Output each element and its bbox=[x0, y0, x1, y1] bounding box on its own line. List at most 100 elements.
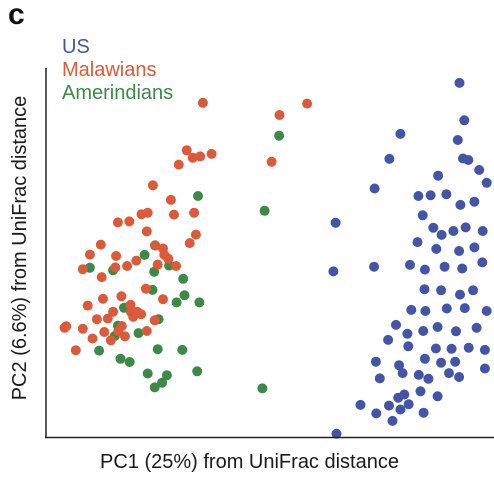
point-malawians-58 bbox=[128, 311, 139, 322]
point-malawians-3 bbox=[181, 145, 192, 156]
point-us-31 bbox=[457, 263, 468, 274]
point-us-2 bbox=[395, 128, 406, 139]
point-us-10 bbox=[369, 183, 380, 194]
point-us-43 bbox=[391, 319, 401, 330]
point-us-1 bbox=[459, 115, 470, 126]
point-us-38 bbox=[406, 304, 417, 315]
point-amerindians-20 bbox=[115, 353, 126, 364]
point-malawians-14 bbox=[169, 209, 179, 220]
point-amerindians-27 bbox=[192, 366, 203, 377]
point-us-55 bbox=[370, 356, 381, 367]
point-malawians-31 bbox=[171, 261, 182, 271]
point-us-70 bbox=[432, 391, 443, 402]
point-us-24 bbox=[431, 243, 442, 254]
point-us-69 bbox=[415, 386, 426, 397]
point-us-57 bbox=[419, 353, 430, 364]
point-us-33 bbox=[328, 266, 339, 277]
point-malawians-54 bbox=[99, 327, 110, 337]
point-us-20 bbox=[448, 226, 459, 236]
point-malawians-43 bbox=[102, 313, 113, 324]
point-malawians-15 bbox=[189, 207, 200, 218]
point-malawians-45 bbox=[119, 331, 130, 342]
point-us-17 bbox=[417, 210, 428, 221]
point-us-50 bbox=[403, 341, 414, 352]
point-us-39 bbox=[420, 306, 431, 316]
point-amerindians-19 bbox=[94, 345, 105, 356]
legend-entry-malawians: Malawians bbox=[62, 59, 157, 81]
point-us-41 bbox=[459, 303, 470, 314]
point-malawians-18 bbox=[190, 229, 201, 240]
point-us-34 bbox=[419, 284, 430, 295]
point-malawians-49 bbox=[87, 333, 98, 344]
point-malawians-5 bbox=[206, 148, 217, 159]
points-layer bbox=[59, 77, 492, 439]
point-us-62 bbox=[397, 368, 408, 379]
point-amerindians-17 bbox=[133, 328, 144, 339]
point-us-29 bbox=[419, 264, 430, 275]
point-malawians-1 bbox=[302, 98, 313, 109]
point-us-13 bbox=[441, 189, 452, 200]
point-malawians-34 bbox=[140, 283, 151, 294]
point-us-45 bbox=[418, 326, 429, 336]
point-us-15 bbox=[469, 196, 480, 207]
point-amerindians-28 bbox=[257, 383, 268, 394]
point-amerindians-10 bbox=[179, 290, 190, 301]
point-us-0 bbox=[454, 77, 465, 88]
point-malawians-2 bbox=[274, 110, 285, 120]
point-malawians-6 bbox=[187, 152, 198, 163]
point-us-19 bbox=[436, 229, 447, 240]
point-us-59 bbox=[450, 356, 461, 367]
point-us-37 bbox=[468, 285, 479, 296]
point-us-44 bbox=[402, 328, 413, 339]
point-us-52 bbox=[446, 343, 457, 354]
point-amerindians-23 bbox=[157, 377, 168, 388]
point-us-11 bbox=[413, 191, 424, 201]
point-malawians-36 bbox=[116, 291, 127, 302]
point-malawians-35 bbox=[98, 293, 108, 304]
point-amerindians-12 bbox=[171, 297, 182, 308]
point-us-49 bbox=[383, 334, 394, 345]
point-amerindians-24 bbox=[149, 382, 160, 393]
point-us-74 bbox=[371, 408, 382, 419]
point-us-18 bbox=[428, 222, 439, 233]
point-us-48 bbox=[471, 322, 482, 333]
point-malawians-51 bbox=[116, 321, 127, 331]
point-malawians-9 bbox=[147, 180, 158, 191]
legend: US Malawians Amerindians bbox=[62, 36, 173, 105]
point-us-77 bbox=[418, 407, 429, 418]
point-us-75 bbox=[387, 415, 398, 426]
panel-label: c bbox=[8, 0, 25, 31]
point-malawians-25 bbox=[111, 251, 122, 261]
point-us-12 bbox=[425, 190, 436, 201]
point-us-25 bbox=[454, 246, 465, 256]
point-malawians-8 bbox=[266, 156, 277, 167]
point-malawians-0 bbox=[197, 97, 208, 108]
point-malawians-53 bbox=[136, 309, 147, 320]
legend-entry-us: US bbox=[62, 36, 90, 58]
point-us-61 bbox=[374, 373, 385, 384]
point-us-58 bbox=[436, 357, 447, 368]
point-malawians-13 bbox=[142, 207, 153, 218]
point-malawians-50 bbox=[105, 335, 116, 346]
point-us-68 bbox=[399, 389, 410, 400]
point-amerindians-1 bbox=[193, 191, 203, 201]
point-malawians-57 bbox=[59, 322, 70, 333]
point-amerindians-21 bbox=[124, 357, 135, 367]
point-us-36 bbox=[455, 289, 465, 300]
point-us-21 bbox=[460, 222, 471, 233]
x-axis-label: PC1 (25%) from UniFrac distance bbox=[100, 451, 399, 473]
point-malawians-37 bbox=[125, 299, 136, 310]
point-amerindians-13 bbox=[194, 297, 205, 308]
point-amerindians-25 bbox=[161, 370, 172, 381]
point-amerindians-22 bbox=[142, 368, 153, 379]
point-malawians-39 bbox=[82, 300, 93, 311]
point-malawians-17 bbox=[141, 226, 152, 237]
point-us-64 bbox=[423, 373, 434, 384]
point-us-76 bbox=[331, 428, 342, 439]
point-malawians-26 bbox=[131, 255, 142, 266]
point-us-51 bbox=[430, 343, 441, 354]
point-us-56 bbox=[394, 360, 405, 371]
point-malawians-19 bbox=[95, 239, 106, 250]
point-malawians-23 bbox=[184, 238, 195, 249]
point-malawians-42 bbox=[91, 314, 102, 325]
